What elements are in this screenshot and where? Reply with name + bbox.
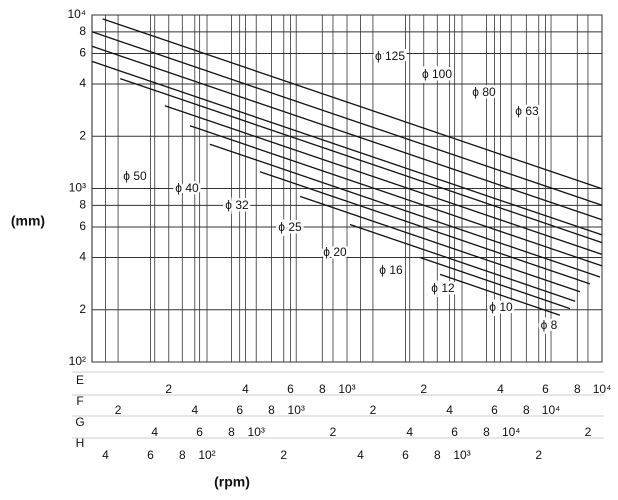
x-tick-label: 8: [434, 448, 441, 462]
series-label: ϕ 63: [515, 104, 539, 118]
y-tick-label: 4: [79, 250, 86, 264]
y-tick-label: 2: [79, 302, 86, 316]
x-tick-label: 4: [151, 425, 158, 439]
diameter-line: [91, 31, 603, 206]
x-tick-label: 8: [574, 382, 581, 396]
x-tick-label: 6: [451, 425, 458, 439]
series-label: ϕ 25: [278, 220, 302, 234]
diameter-line: [119, 77, 603, 244]
series-label: ϕ 8: [541, 318, 558, 332]
diameter-line: [439, 273, 561, 316]
y-axis-label: (mm): [11, 213, 45, 229]
x-axis-label: (rpm): [214, 474, 250, 490]
x-tick-label: 8: [179, 448, 186, 462]
x-tick-label: 2: [280, 448, 287, 462]
series-label: ϕ 32: [225, 198, 249, 212]
x-tick-label: 6: [147, 448, 154, 462]
series-label: ϕ 100: [422, 67, 452, 81]
diameter-line: [102, 18, 603, 190]
series-label: ϕ 80: [472, 85, 496, 99]
series-label: ϕ 125: [375, 49, 405, 63]
x-tick-label: 10⁴: [593, 382, 612, 396]
y-tick-label: 10²: [69, 354, 86, 368]
y-tick-label: 8: [79, 197, 86, 211]
x-tick-label: 10²: [198, 448, 215, 462]
series-label: ϕ 40: [175, 181, 199, 195]
series-label: ϕ 16: [379, 263, 403, 277]
x-tick-label: 4: [191, 403, 198, 417]
x-tick-label: 2: [115, 403, 122, 417]
x-tick-label: 4: [446, 403, 453, 417]
series-label: ϕ 10: [489, 300, 513, 314]
x-tick-label: 6: [287, 382, 294, 396]
x-tick-label: 2: [330, 425, 337, 439]
x-tick-label: 2: [165, 382, 172, 396]
x-tick-label: 4: [242, 382, 249, 396]
x-tick-label: 10³: [453, 448, 470, 462]
x-tick-label: 8: [268, 403, 275, 417]
y-tick-label: 6: [79, 46, 86, 60]
x-tick-label: 10⁴: [542, 403, 561, 417]
x-tick-label: 4: [357, 448, 364, 462]
diameter-line: [164, 105, 603, 256]
x-tick-label: 6: [196, 425, 203, 439]
x-tick-label: 8: [523, 403, 530, 417]
x-tick-label: 10⁴: [502, 425, 521, 439]
diameter-line: [299, 195, 581, 293]
diameter-line: [419, 256, 571, 310]
diameter-line: [349, 223, 576, 302]
x-tick-label: 6: [402, 448, 409, 462]
scale-row-name: H: [76, 436, 85, 450]
x-tick-label: 2: [420, 382, 427, 396]
x-tick-label: 10³: [288, 403, 305, 417]
y-tick-label: 10⁴: [67, 7, 86, 21]
scale-row-name: G: [75, 415, 84, 429]
diameter-line: [209, 143, 601, 278]
x-tick-label: 2: [585, 425, 592, 439]
x-tick-label: 2: [535, 448, 542, 462]
scale-row-name: F: [76, 394, 83, 408]
x-tick-label: 8: [483, 425, 490, 439]
x-tick-label: 4: [102, 448, 109, 462]
x-tick-label: 8: [319, 382, 326, 396]
diameter-line: [189, 125, 603, 267]
x-tick-label: 10³: [338, 382, 355, 396]
y-tick-label: 10³: [69, 181, 86, 195]
diameter-line: [91, 45, 603, 221]
scale-row-name: E: [76, 373, 84, 387]
diameter-line: [259, 171, 591, 285]
y-tick-label: 4: [79, 76, 86, 90]
x-tick-label: 4: [406, 425, 413, 439]
series-label: ϕ 12: [431, 281, 455, 295]
x-tick-label: 10³: [248, 425, 265, 439]
x-tick-label: 6: [542, 382, 549, 396]
diameter-line: [91, 60, 603, 236]
series-label: ϕ 20: [323, 245, 347, 259]
y-tick-label: 2: [79, 128, 86, 142]
y-tick-label: 8: [79, 24, 86, 38]
x-tick-label: 4: [497, 382, 504, 396]
y-tick-label: 6: [79, 219, 86, 233]
x-tick-label: 2: [370, 403, 377, 417]
x-tick-label: 6: [491, 403, 498, 417]
x-tick-label: 6: [236, 403, 243, 417]
series-label: ϕ 50: [123, 169, 147, 183]
x-tick-label: 8: [228, 425, 235, 439]
